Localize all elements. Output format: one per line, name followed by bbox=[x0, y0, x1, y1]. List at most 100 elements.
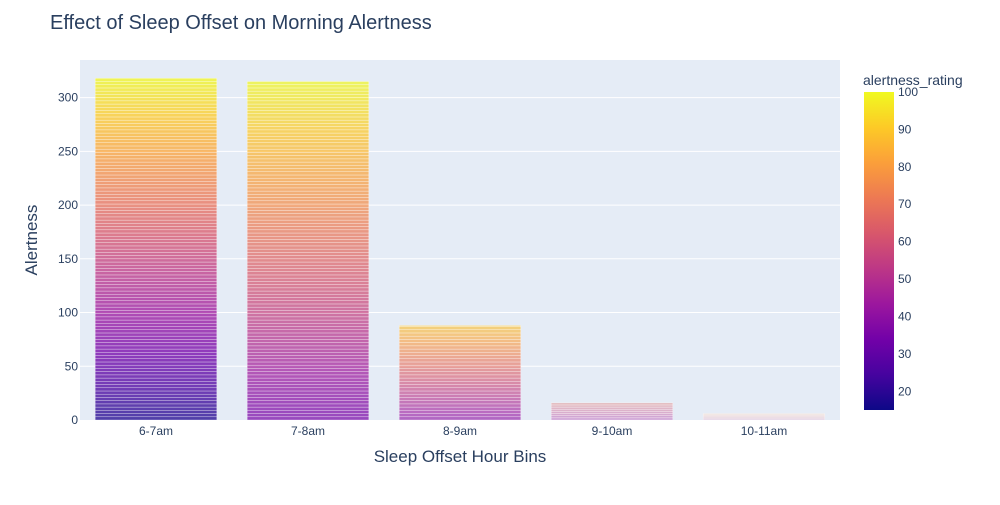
y-tick-label: 150 bbox=[58, 252, 78, 266]
bar-segment bbox=[246, 281, 370, 285]
bar-segment bbox=[398, 374, 522, 379]
bar-segment bbox=[246, 206, 370, 211]
bar-segment bbox=[246, 81, 370, 85]
bar-segment bbox=[94, 329, 218, 334]
bar-segment bbox=[94, 316, 218, 321]
bar-segment bbox=[94, 281, 218, 285]
bar-segment bbox=[398, 413, 522, 418]
bar-segment bbox=[398, 400, 522, 405]
bar-segment bbox=[94, 297, 218, 301]
bar-segment bbox=[94, 78, 218, 82]
bar-segment bbox=[94, 223, 218, 227]
bar-segment bbox=[246, 235, 370, 240]
bar-segment bbox=[94, 139, 218, 143]
bar-segment bbox=[94, 403, 218, 408]
bar-segment bbox=[94, 274, 218, 279]
bar-segment bbox=[246, 219, 370, 224]
bar-segment bbox=[702, 413, 826, 415]
bar-segment bbox=[94, 268, 218, 272]
colorbar-tick-label: 60 bbox=[898, 235, 912, 249]
bar-segment bbox=[246, 306, 370, 311]
bar-segment bbox=[94, 187, 218, 192]
bar-segment bbox=[398, 397, 522, 401]
colorbar-tick-label: 30 bbox=[898, 347, 912, 361]
bar-segment bbox=[94, 87, 218, 92]
bar-segment bbox=[94, 219, 218, 224]
bar-segment bbox=[246, 358, 370, 363]
bar-segment bbox=[246, 103, 370, 108]
bar-segment bbox=[94, 377, 218, 382]
bar-segment bbox=[94, 368, 218, 372]
bar-segment bbox=[246, 226, 370, 231]
bar-segment bbox=[246, 171, 370, 176]
bar-segment bbox=[94, 319, 218, 324]
bar-segment bbox=[94, 165, 218, 169]
bar-segment bbox=[94, 252, 218, 256]
bar-9-10am bbox=[550, 402, 674, 421]
bar-segment bbox=[246, 119, 370, 124]
bar-segment bbox=[246, 139, 370, 143]
bar-segment bbox=[398, 381, 522, 385]
bar-segment bbox=[246, 232, 370, 237]
bar-segment bbox=[246, 248, 370, 253]
bar-segment bbox=[94, 361, 218, 366]
bar-segment bbox=[94, 171, 218, 176]
bar-segment bbox=[246, 100, 370, 105]
bar-segment bbox=[246, 223, 370, 227]
bar-segment bbox=[246, 107, 370, 111]
bar-segment bbox=[246, 142, 370, 147]
bar-segment bbox=[398, 416, 522, 421]
bar-segment bbox=[94, 239, 218, 243]
bar-segment bbox=[246, 187, 370, 192]
bar-segment bbox=[94, 245, 218, 250]
bar-segment bbox=[246, 136, 370, 140]
bar-segment bbox=[398, 403, 522, 408]
bar-segment bbox=[94, 174, 218, 179]
bar-segment bbox=[94, 97, 218, 102]
bar-segment bbox=[94, 229, 218, 234]
bar-segment bbox=[246, 129, 370, 134]
bar-segment bbox=[94, 306, 218, 311]
bar-segment bbox=[550, 417, 674, 421]
bar-segment bbox=[246, 348, 370, 353]
bar-segment bbox=[94, 129, 218, 134]
bar-segment bbox=[94, 352, 218, 356]
bar-segment bbox=[246, 277, 370, 282]
colorbar bbox=[864, 92, 894, 410]
bar-segment bbox=[94, 277, 218, 282]
bar-segment bbox=[246, 326, 370, 330]
bar-segment bbox=[246, 290, 370, 295]
bar-segment bbox=[246, 413, 370, 418]
bar-segment bbox=[246, 319, 370, 324]
bar-segment bbox=[246, 158, 370, 163]
colorbar-tick-label: 80 bbox=[898, 160, 912, 174]
bar-segment bbox=[398, 368, 522, 372]
bar-segment bbox=[94, 145, 218, 150]
bar-segment bbox=[246, 239, 370, 243]
bar-segment bbox=[246, 177, 370, 182]
bar-segment bbox=[246, 374, 370, 379]
bar-segment bbox=[246, 123, 370, 127]
bar-segment bbox=[246, 271, 370, 276]
bar-segment bbox=[246, 323, 370, 327]
bar-segment bbox=[246, 313, 370, 318]
bar-segment bbox=[94, 384, 218, 389]
bar-segment bbox=[398, 329, 522, 334]
bar-segment bbox=[246, 116, 370, 121]
bar-segment bbox=[94, 358, 218, 363]
bar-segment bbox=[94, 161, 218, 166]
colorbar-tick-label: 20 bbox=[898, 384, 912, 398]
bar-segment bbox=[94, 136, 218, 140]
bar-7-8am bbox=[246, 81, 370, 421]
bar-segment bbox=[246, 355, 370, 359]
bar-segment bbox=[398, 393, 522, 398]
bar-segment bbox=[94, 113, 218, 118]
bar-segment bbox=[398, 390, 522, 395]
bar-segment bbox=[550, 402, 674, 406]
bar-segment bbox=[94, 126, 218, 131]
bar-segment bbox=[94, 94, 218, 98]
bar-segment bbox=[246, 155, 370, 160]
bar-segment bbox=[246, 168, 370, 173]
bar-segment bbox=[246, 384, 370, 389]
